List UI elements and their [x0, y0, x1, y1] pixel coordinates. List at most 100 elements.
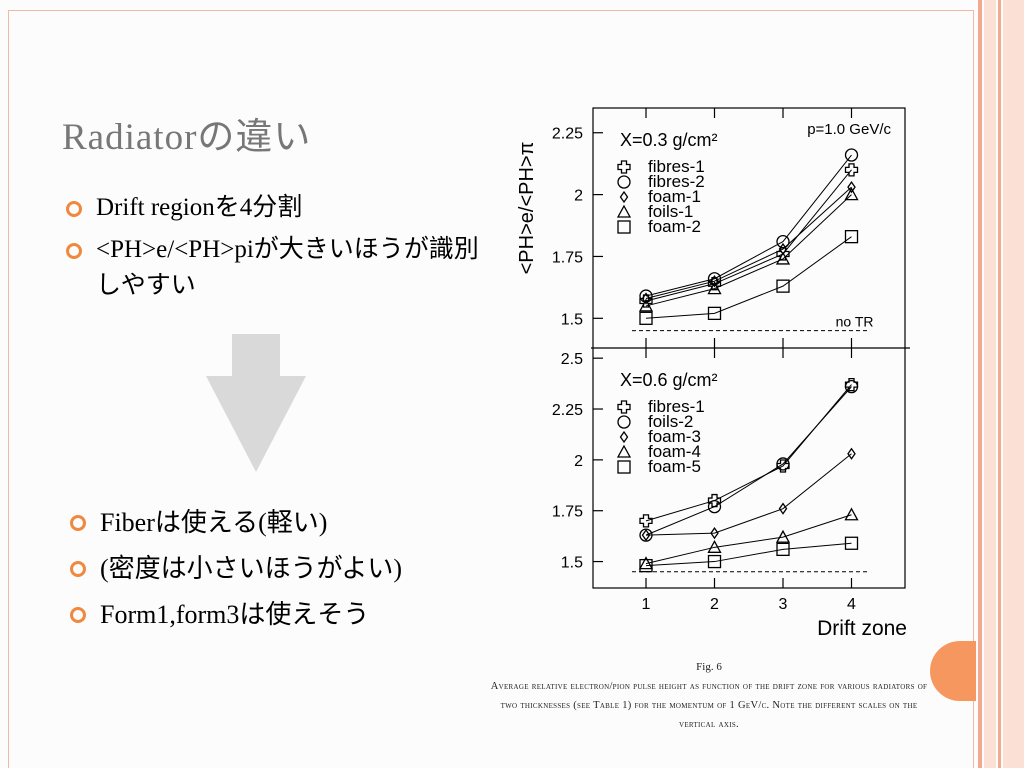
data-point-triangle-shape: [775, 529, 791, 543]
data-point-plus-shape: [844, 377, 859, 392]
data-point-circle: [844, 379, 859, 394]
data-point-triangle-shape: [844, 507, 859, 521]
series-line: [645, 386, 852, 536]
slide-title: Radiatorの違い: [62, 117, 312, 158]
legend-marker-circle: [617, 415, 631, 429]
legend-marker-diamond-shape: [619, 190, 629, 204]
data-point-circle: [776, 457, 790, 471]
right-border-band: [1003, 0, 1024, 768]
y-tick-label: 2: [574, 188, 583, 205]
data-point-triangle: [844, 187, 859, 201]
bullet-item: Drift regionを4分割: [66, 190, 486, 226]
data-point-square-shape: [776, 279, 790, 293]
bullet-icon: [70, 607, 86, 623]
data-point-plus-shape: [639, 514, 653, 528]
legend-marker-plus-shape: [617, 160, 631, 174]
x-axis-label: Drift zone: [817, 617, 907, 640]
data-point-triangle-shape: [638, 556, 654, 570]
data-point-circle-shape: [707, 499, 722, 514]
series-line: [645, 236, 852, 319]
data-point-diamond-shape: [847, 447, 856, 460]
series-line: [645, 169, 852, 302]
x-tick-label: 2: [710, 596, 719, 613]
slide-frame: [8, 10, 974, 768]
panel-title: X=0.6 g/cm²: [620, 370, 718, 390]
data-point-square-shape: [844, 230, 859, 244]
data-point-square-shape: [639, 558, 653, 573]
data-point-triangle: [775, 529, 791, 543]
legend-label: fibres-2: [648, 172, 705, 191]
series-line: [645, 186, 852, 300]
data-point-plus-shape: [707, 493, 722, 508]
y-tick-label: 1.75: [552, 249, 583, 266]
y-tick-label: 2.25: [552, 402, 583, 419]
y-tick-label: 1.5: [561, 555, 583, 572]
legend-label: fibres-1: [648, 157, 705, 176]
bullet-item: Fiberは使える(軽い): [70, 500, 490, 546]
y-tick-label: 1.75: [552, 504, 583, 521]
data-point-diamond-shape: [710, 526, 719, 540]
data-point-circle-shape: [776, 234, 790, 249]
bullet-text: Drift regionを4分割: [96, 194, 303, 221]
series-line: [645, 453, 852, 536]
data-point-square-shape: [844, 536, 859, 550]
panel-annotation: p=1.0 GeV/c: [807, 121, 891, 138]
bullet-icon: [70, 515, 86, 531]
data-point-diamond-shape: [778, 502, 788, 515]
legend-label: foam-5: [648, 457, 701, 476]
right-border-stripe: [998, 0, 1001, 768]
data-point-diamond: [847, 181, 856, 194]
legend-marker-plus: [617, 400, 631, 414]
data-point-triangle-shape: [844, 187, 859, 201]
legend-marker-diamond-shape: [619, 430, 629, 444]
data-point-diamond: [847, 447, 856, 460]
data-point-plus: [707, 493, 722, 508]
x-tick-label: 4: [847, 596, 856, 613]
legend-marker-triangle: [616, 204, 632, 218]
data-point-square: [639, 558, 653, 573]
chart-svg: 1.5 1.75 2 2.25 no TR X=0.3 g/cm² p=1.0 GeV/c f…: [516, 107, 910, 640]
y-tick-label: 2: [574, 453, 583, 470]
legend-marker-square: [617, 220, 631, 234]
data-point-circle-shape: [844, 379, 859, 394]
bullet-icon: [66, 243, 82, 259]
data-point-circle: [707, 499, 722, 514]
x-tick-label: 3: [779, 596, 788, 613]
legend-label: fibres-1: [648, 397, 705, 416]
bullet-text: (密度は小さいほうがよい): [100, 554, 403, 583]
data-point-plus: [639, 514, 653, 528]
data-point-triangle: [707, 281, 722, 295]
data-point-circle: [639, 289, 653, 303]
series-line: [645, 194, 852, 307]
y-tick-label: 1.5: [561, 311, 583, 328]
data-point-diamond: [641, 292, 651, 305]
data-point-circle-shape: [639, 289, 653, 303]
legend-marker-diamond: [619, 430, 629, 444]
data-point-circle: [844, 148, 859, 162]
bullet-list-bottom: Fiberは使える(軽い) (密度は小さいほうがよい) Form1,form3は…: [70, 500, 490, 638]
data-point-circle-shape: [844, 148, 859, 162]
data-point-circle: [776, 234, 790, 249]
data-point-diamond: [710, 275, 719, 288]
bullet-icon: [66, 201, 82, 217]
legend-marker-plus: [617, 160, 631, 174]
data-point-square-shape: [707, 306, 722, 321]
right-border-band: [984, 0, 996, 768]
data-point-plus-shape: [844, 163, 859, 177]
data-point-triangle: [638, 556, 654, 570]
panel-title: X=0.3 g/cm²: [620, 130, 718, 150]
bullet-item: <PH>e/<PH>piが大きいほうが識別しやすい: [66, 232, 486, 304]
data-point-triangle: [707, 539, 722, 553]
data-point-square-shape: [639, 311, 653, 325]
data-point-square-shape: [707, 554, 722, 569]
x-tick-label: 1: [642, 596, 651, 613]
data-point-triangle-shape: [707, 539, 722, 553]
data-point-diamond-shape: [847, 181, 856, 194]
y-tick-label: 2.5: [561, 351, 583, 368]
data-point-triangle-shape: [638, 298, 654, 312]
series-line: [645, 514, 852, 565]
bullet-icon: [70, 561, 86, 577]
data-point-square: [707, 554, 722, 569]
series-line: [645, 154, 852, 297]
legend-marker-diamond: [619, 190, 629, 204]
